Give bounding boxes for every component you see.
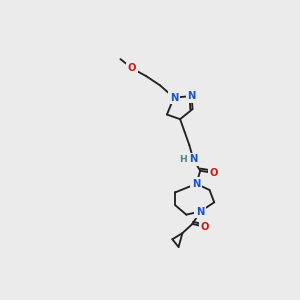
Text: O: O (128, 63, 136, 73)
Text: N: N (192, 179, 201, 189)
Text: N: N (170, 93, 178, 103)
Text: N: N (196, 207, 204, 217)
Text: O: O (201, 222, 209, 232)
Text: H: H (179, 155, 187, 164)
Text: O: O (210, 168, 218, 178)
Text: N: N (189, 154, 197, 164)
Text: N: N (188, 91, 196, 101)
